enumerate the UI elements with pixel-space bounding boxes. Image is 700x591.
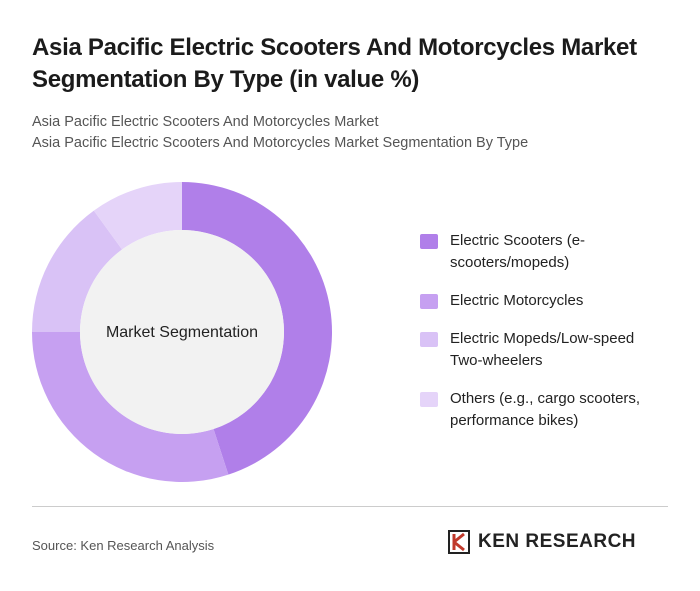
legend-swatch — [420, 332, 438, 347]
legend-item: Others (e.g., cargo scooters, performanc… — [420, 388, 650, 432]
legend: Electric Scooters (e-scooters/mopeds) Ele… — [420, 230, 650, 448]
legend-swatch — [420, 392, 438, 407]
logo-icon — [448, 530, 470, 554]
logo: KEN RESEARCH — [448, 530, 636, 554]
legend-item: Electric Mopeds/Low-speed Two-wheelers — [420, 328, 650, 372]
legend-swatch — [420, 234, 438, 249]
center-label: Market Segmentation — [106, 324, 258, 341]
donut-slice — [32, 332, 229, 483]
legend-swatch — [420, 294, 438, 309]
donut-slice — [32, 210, 123, 332]
subtitle: Asia Pacific Electric Scooters And Motor… — [32, 135, 529, 151]
chart-title: Asia Pacific Electric Scooters And Motor… — [32, 34, 637, 93]
legend-label: Electric Motorcycles — [450, 292, 584, 309]
subtitle: Asia Pacific Electric Scooters And Motor… — [32, 114, 379, 130]
logo-text: KEN RESEARCH — [478, 531, 637, 552]
donut-chart: Market Segmentation — [32, 182, 333, 483]
divider — [32, 506, 668, 507]
donut-slice — [182, 182, 333, 475]
source: Source: Ken Research Analysis — [32, 538, 215, 553]
legend-label: Others (e.g., cargo scooters, performanc… — [450, 390, 641, 429]
legend-item: Electric Motorcycles — [420, 290, 650, 312]
legend-label: Electric Scooters (e-scooters/mopeds) — [450, 232, 586, 271]
legend-label: Electric Mopeds/Low-speed Two-wheelers — [450, 330, 635, 369]
legend-item: Electric Scooters (e-scooters/mopeds) — [420, 230, 650, 274]
donut-hole — [80, 230, 284, 434]
donut-slice — [93, 182, 182, 250]
